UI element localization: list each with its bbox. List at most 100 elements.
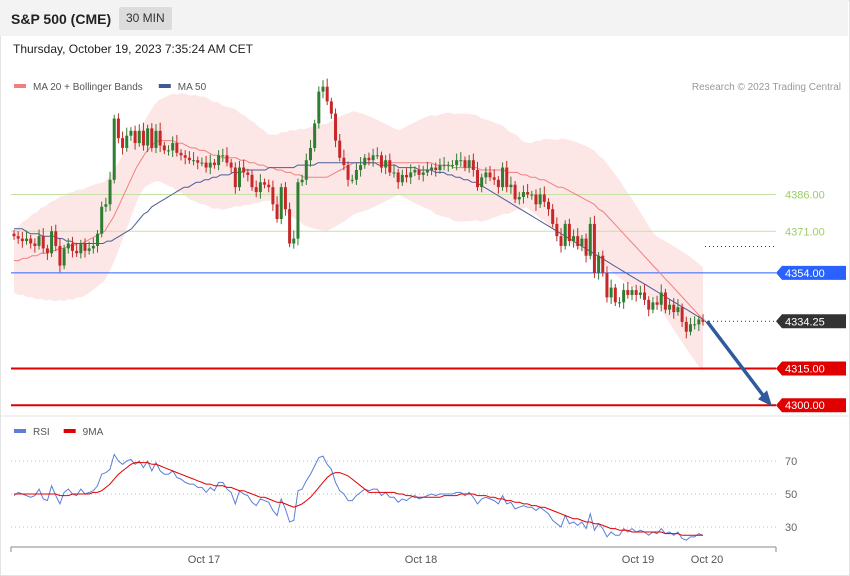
candle-body (367, 157, 371, 161)
candle-body (313, 123, 317, 148)
level-tag (776, 265, 846, 280)
candle-body (263, 182, 267, 185)
candle-body (342, 157, 346, 166)
candle-body (463, 160, 467, 168)
rsi-tick-label: 70 (785, 456, 797, 468)
candle-body (405, 174, 409, 178)
candle-body (25, 238, 29, 242)
candle-body (492, 177, 496, 180)
chart-header: S&P 500 (CME) 30 MIN (0, 0, 848, 36)
candle-body (271, 187, 275, 205)
candle-body (551, 209, 555, 224)
candle-body (450, 165, 454, 167)
candle-body (12, 233, 16, 237)
candle-body (559, 236, 563, 246)
candle-body (488, 172, 492, 178)
candle-body (283, 187, 287, 210)
candle-body (258, 182, 262, 193)
candle-body (509, 184, 513, 188)
legend-swatch (14, 429, 26, 433)
candle-body (108, 179, 112, 205)
price-legend: MA 20 + Bollinger Bands MA 50 (14, 82, 207, 93)
candle-body (521, 192, 525, 197)
candle-body (208, 162, 212, 168)
candle-body (613, 287, 617, 303)
candle-body (693, 324, 697, 326)
rsi-panel: 70 50 30 (11, 453, 797, 541)
candle-body (329, 101, 333, 114)
candle-body (296, 182, 300, 239)
candle-body (413, 170, 417, 173)
candle-body (513, 184, 517, 200)
candle-body (630, 290, 634, 295)
candle-body (359, 165, 363, 170)
candle-body (425, 170, 429, 173)
timeframe-badge[interactable]: 30 MIN (119, 7, 172, 30)
candle-body (538, 194, 542, 205)
level-labels: 4386.00 4371.00 4354.00 4334.25 4315.00 4300.… (776, 190, 846, 413)
candle-body (609, 287, 613, 298)
legend-swatch (14, 84, 26, 88)
candle-body (688, 324, 692, 332)
candle-body (647, 299, 651, 310)
candle-body (346, 165, 350, 180)
candle-body (66, 243, 70, 249)
candle-body (79, 243, 83, 254)
candle-body (133, 130, 137, 144)
candle-body (250, 174, 254, 188)
candle-body (592, 223, 596, 273)
candle-body (171, 143, 175, 151)
candle-body (605, 272, 609, 298)
moving-averages (14, 140, 704, 320)
ma50-line (14, 162, 704, 320)
candle-body (54, 231, 58, 246)
rsi-tick-label: 30 (785, 522, 797, 534)
candle-body (459, 160, 463, 162)
candle-body (421, 172, 425, 175)
candle-body (217, 155, 221, 166)
candle-body (104, 204, 108, 207)
candle-body (304, 160, 308, 180)
candle-body (484, 172, 488, 178)
candle-body (292, 238, 296, 244)
candle-body (517, 196, 521, 200)
arrow-shaft (705, 320, 768, 401)
candle-body (200, 162, 204, 164)
candle-body (442, 165, 446, 167)
candle-body (233, 167, 237, 188)
x-tick-label: Oct 18 (405, 554, 437, 566)
candle-body (680, 307, 684, 322)
candle-body (651, 302, 655, 310)
candle-body (597, 255, 601, 273)
candle-body (83, 243, 87, 251)
candle-body (237, 167, 241, 188)
candle-body (363, 157, 367, 166)
candle-body (400, 174, 404, 183)
candle-body (505, 167, 509, 188)
candle-body (50, 231, 54, 254)
candle-body (643, 292, 647, 300)
rsi-tick-label: 50 (785, 489, 797, 501)
candle-body (555, 223, 559, 237)
candle-body (221, 155, 225, 157)
candle-body (300, 179, 304, 183)
legend-label: RSI (33, 427, 50, 438)
candle-body (672, 304, 676, 313)
candle-body (701, 319, 705, 322)
candle-body (37, 236, 41, 246)
x-tick-label: Oct 17 (188, 554, 220, 566)
candle-body (20, 238, 24, 242)
candle-body (567, 223, 571, 242)
candle-body (41, 236, 45, 249)
candle-body (196, 160, 200, 163)
candle-body (655, 302, 659, 305)
candle-body (192, 160, 196, 162)
candle-body (396, 172, 400, 183)
candle-body (146, 128, 150, 146)
level-tag (776, 398, 846, 413)
candle-body (212, 162, 216, 166)
timestamp: Thursday, October 19, 2023 7:35:24 AM CE… (13, 42, 253, 56)
candle-body (455, 160, 459, 166)
